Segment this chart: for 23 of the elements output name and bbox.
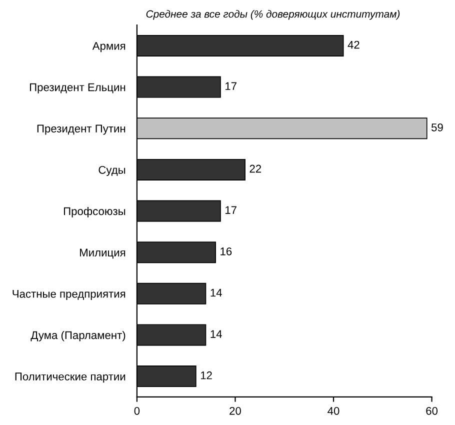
y-tick-label: Суды [98,166,126,176]
x-tick-label: 0 [134,406,140,415]
y-tick-label: Армия [92,42,126,52]
data-label: 22 [250,164,262,173]
data-label: 14 [210,288,222,297]
y-tick-label: Милиция [80,248,126,259]
y-tick-label: Профсоюзы [64,206,126,218]
x-tick-label: 20 [230,406,241,415]
x-tick-label: 40 [328,406,340,415]
y-tick-label: Президент Путин [37,124,126,135]
y-tick-label: Частные предприятия [12,290,126,300]
data-label: 59 [431,123,443,132]
data-label: 17 [226,206,236,214]
data-label: 12 [200,371,212,380]
y-tick-label: Политические партии [15,372,126,383]
x-tick-label: 60 [426,406,438,415]
data-label: 42 [348,40,360,49]
data-label: 17 [226,82,236,90]
chart-title: Среднее за все годы (% доверяющих институтам) [146,10,400,20]
data-label: 16 [220,247,232,256]
y-tick-label: Президент Ельцин [30,83,126,94]
y-tick-label: Дума (Парламент) [30,330,126,342]
data-label: 14 [210,330,222,338]
